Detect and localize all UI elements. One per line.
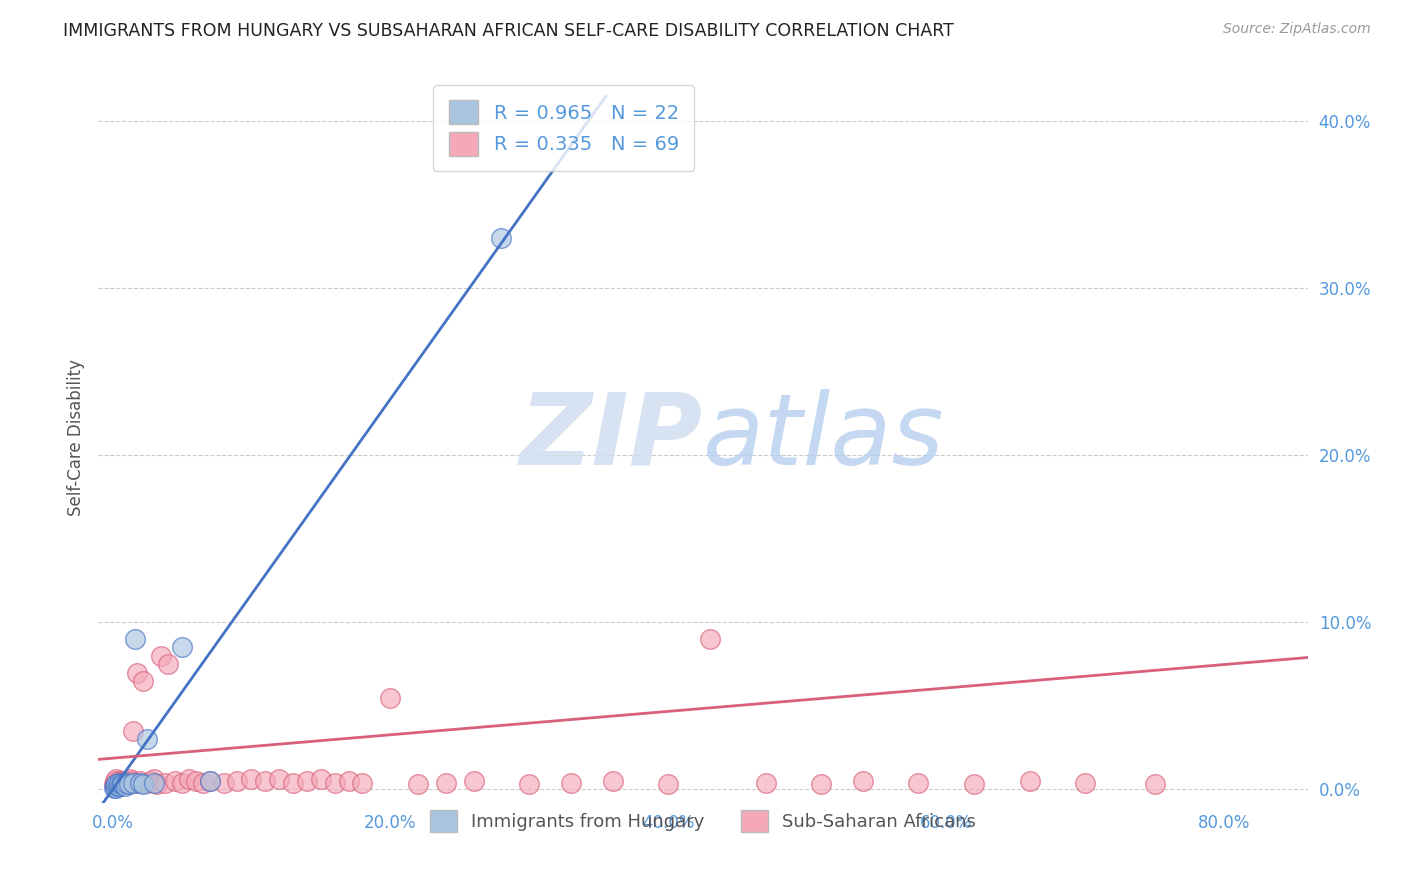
Point bbox=[170, 776, 193, 790]
Point bbox=[337, 774, 360, 789]
Point bbox=[115, 774, 138, 789]
Point bbox=[115, 776, 138, 790]
Point bbox=[122, 776, 145, 790]
Point bbox=[170, 640, 193, 655]
Point bbox=[240, 772, 263, 787]
Point bbox=[212, 776, 235, 790]
Point bbox=[114, 779, 136, 793]
Point bbox=[295, 774, 318, 789]
Point bbox=[110, 774, 132, 789]
Point bbox=[105, 772, 128, 787]
Point bbox=[380, 690, 402, 705]
Point bbox=[963, 777, 986, 791]
Point bbox=[491, 231, 513, 245]
Point bbox=[129, 776, 152, 790]
Point bbox=[269, 772, 291, 787]
Point bbox=[434, 776, 457, 790]
Point bbox=[103, 777, 125, 791]
Point bbox=[105, 780, 128, 795]
Point bbox=[108, 776, 131, 790]
Point bbox=[907, 776, 929, 790]
Point bbox=[352, 776, 374, 790]
Point bbox=[754, 776, 776, 790]
Point bbox=[149, 648, 172, 663]
Point bbox=[118, 777, 141, 791]
Point bbox=[254, 774, 277, 789]
Text: Source: ZipAtlas.com: Source: ZipAtlas.com bbox=[1223, 22, 1371, 37]
Point bbox=[104, 774, 127, 789]
Point bbox=[156, 657, 179, 672]
Point bbox=[143, 776, 166, 790]
Point bbox=[602, 774, 624, 789]
Point bbox=[114, 776, 136, 790]
Point bbox=[136, 776, 159, 790]
Point bbox=[163, 774, 186, 789]
Point bbox=[198, 774, 221, 789]
Point bbox=[127, 665, 149, 680]
Point bbox=[129, 774, 152, 789]
Point bbox=[657, 777, 679, 791]
Point bbox=[132, 673, 155, 688]
Point bbox=[852, 774, 875, 789]
Point bbox=[517, 777, 540, 791]
Point bbox=[104, 779, 127, 793]
Point bbox=[111, 777, 134, 791]
Point bbox=[120, 772, 142, 787]
Point bbox=[699, 632, 721, 647]
Y-axis label: Self-Care Disability: Self-Care Disability bbox=[66, 359, 84, 516]
Point bbox=[117, 777, 139, 791]
Point bbox=[136, 732, 159, 747]
Point bbox=[107, 779, 129, 793]
Point bbox=[105, 777, 128, 791]
Point bbox=[108, 779, 131, 793]
Point bbox=[107, 777, 129, 791]
Point bbox=[112, 777, 135, 791]
Point bbox=[309, 772, 332, 787]
Point bbox=[323, 776, 346, 790]
Point bbox=[1143, 777, 1166, 791]
Point bbox=[122, 723, 145, 738]
Point bbox=[177, 772, 200, 787]
Point bbox=[121, 774, 143, 789]
Point bbox=[153, 776, 176, 790]
Point bbox=[115, 776, 138, 790]
Point bbox=[226, 774, 249, 789]
Point bbox=[184, 774, 207, 789]
Legend: Immigrants from Hungary, Sub-Saharan Africans: Immigrants from Hungary, Sub-Saharan Afr… bbox=[418, 797, 988, 845]
Point bbox=[112, 774, 135, 789]
Point bbox=[105, 776, 128, 790]
Text: ZIP: ZIP bbox=[520, 389, 703, 485]
Point bbox=[124, 632, 146, 647]
Point bbox=[463, 774, 485, 789]
Point bbox=[111, 776, 134, 790]
Point bbox=[143, 772, 166, 787]
Point bbox=[146, 777, 169, 791]
Point bbox=[191, 776, 214, 790]
Point bbox=[110, 777, 132, 791]
Point bbox=[406, 777, 429, 791]
Text: atlas: atlas bbox=[703, 389, 945, 485]
Point bbox=[124, 776, 146, 790]
Point bbox=[118, 776, 141, 790]
Point bbox=[198, 774, 221, 789]
Point bbox=[281, 776, 304, 790]
Point bbox=[141, 774, 163, 789]
Point bbox=[132, 777, 155, 791]
Point bbox=[114, 777, 136, 791]
Point bbox=[103, 780, 125, 795]
Point bbox=[108, 779, 131, 793]
Point bbox=[110, 777, 132, 791]
Point bbox=[1018, 774, 1040, 789]
Point bbox=[104, 779, 127, 793]
Point bbox=[1074, 776, 1097, 790]
Point bbox=[111, 776, 134, 790]
Text: IMMIGRANTS FROM HUNGARY VS SUBSAHARAN AFRICAN SELF-CARE DISABILITY CORRELATION C: IMMIGRANTS FROM HUNGARY VS SUBSAHARAN AF… bbox=[63, 22, 955, 40]
Point bbox=[112, 777, 135, 791]
Point bbox=[107, 774, 129, 789]
Point bbox=[810, 777, 832, 791]
Point bbox=[560, 776, 582, 790]
Point bbox=[108, 776, 131, 790]
